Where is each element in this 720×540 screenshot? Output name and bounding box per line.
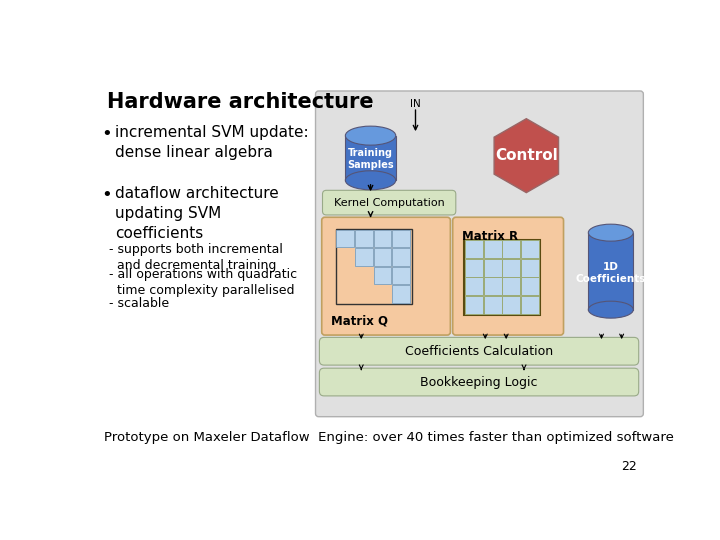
FancyBboxPatch shape bbox=[322, 217, 451, 335]
Bar bbox=[465, 240, 483, 258]
Bar bbox=[465, 259, 483, 276]
Bar bbox=[392, 267, 410, 284]
Bar bbox=[503, 240, 520, 258]
Bar bbox=[521, 296, 539, 314]
Bar bbox=[484, 278, 502, 295]
Text: Control: Control bbox=[495, 148, 558, 163]
Text: Matrix Q: Matrix Q bbox=[331, 314, 388, 327]
Bar bbox=[521, 278, 539, 295]
FancyBboxPatch shape bbox=[320, 368, 639, 396]
Text: Hardware architecture: Hardware architecture bbox=[107, 92, 374, 112]
Bar bbox=[503, 296, 520, 314]
Text: 1D
Coefficients: 1D Coefficients bbox=[575, 262, 646, 284]
Bar bbox=[484, 259, 502, 276]
Text: - all operations with quadratic
  time complexity parallelised: - all operations with quadratic time com… bbox=[109, 268, 297, 297]
Bar bbox=[355, 248, 373, 266]
Bar bbox=[392, 248, 410, 266]
Polygon shape bbox=[494, 119, 559, 193]
FancyBboxPatch shape bbox=[320, 338, 639, 365]
Text: Prototype on Maxeler Dataflow  Engine: over 40 times faster than optimized softw: Prototype on Maxeler Dataflow Engine: ov… bbox=[104, 430, 674, 443]
Text: IN: IN bbox=[410, 99, 421, 109]
Text: •: • bbox=[102, 186, 112, 205]
Ellipse shape bbox=[346, 171, 396, 190]
Text: Bookkeeping Logic: Bookkeeping Logic bbox=[420, 375, 538, 389]
Text: - scalable: - scalable bbox=[109, 298, 168, 310]
Text: Kernel Computation: Kernel Computation bbox=[334, 198, 444, 207]
Bar bbox=[336, 230, 354, 247]
Bar bbox=[464, 240, 540, 315]
Bar bbox=[355, 230, 373, 247]
Ellipse shape bbox=[588, 224, 634, 241]
Text: Coefficients Calculation: Coefficients Calculation bbox=[405, 345, 553, 357]
Bar bbox=[336, 229, 412, 304]
FancyBboxPatch shape bbox=[315, 91, 644, 417]
Bar bbox=[374, 230, 392, 247]
Text: •: • bbox=[102, 125, 112, 143]
Bar bbox=[346, 136, 396, 180]
Text: Matrix R: Matrix R bbox=[462, 230, 518, 242]
Bar bbox=[465, 296, 483, 314]
Bar bbox=[588, 233, 634, 309]
FancyBboxPatch shape bbox=[453, 217, 564, 335]
Bar bbox=[521, 259, 539, 276]
Bar bbox=[484, 296, 502, 314]
Bar bbox=[374, 267, 392, 284]
Bar bbox=[503, 259, 520, 276]
Bar bbox=[521, 240, 539, 258]
Ellipse shape bbox=[588, 301, 634, 318]
Text: Training
Samples: Training Samples bbox=[347, 148, 394, 170]
Text: incremental SVM update:
dense linear algebra: incremental SVM update: dense linear alg… bbox=[114, 125, 308, 160]
Bar bbox=[503, 278, 520, 295]
Bar bbox=[374, 248, 392, 266]
Bar bbox=[465, 278, 483, 295]
Bar bbox=[484, 240, 502, 258]
Text: dataflow architecture
updating SVM
coefficients: dataflow architecture updating SVM coeff… bbox=[114, 186, 279, 241]
Bar bbox=[392, 285, 410, 303]
FancyBboxPatch shape bbox=[323, 190, 456, 215]
Text: 22: 22 bbox=[621, 460, 636, 473]
Ellipse shape bbox=[346, 126, 396, 145]
Text: - supports both incremental
  and decremental training: - supports both incremental and decremen… bbox=[109, 244, 282, 273]
Bar bbox=[392, 230, 410, 247]
